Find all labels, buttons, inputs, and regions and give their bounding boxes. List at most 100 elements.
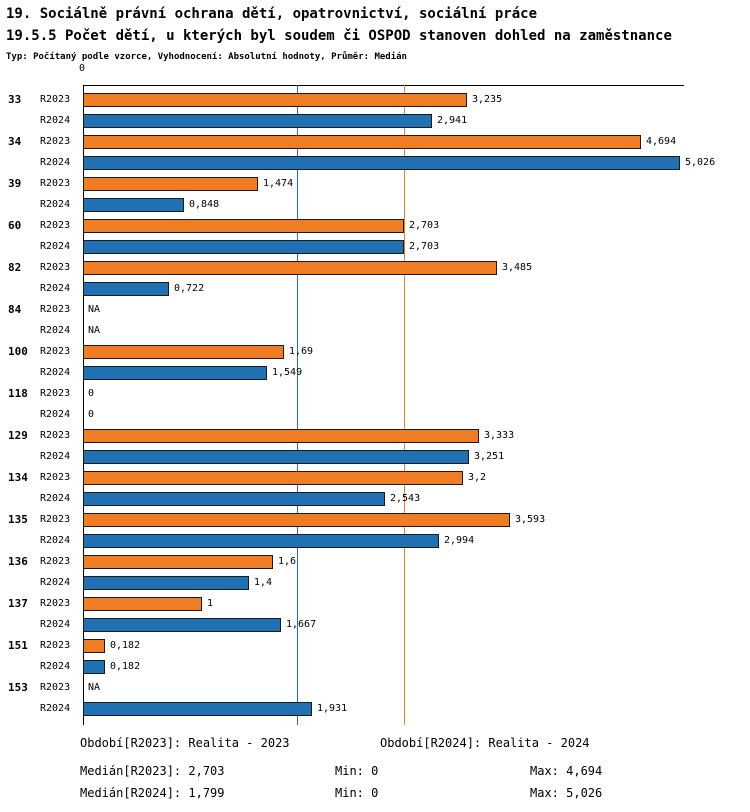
series-label: R2023 bbox=[40, 178, 71, 189]
footer-period-r2024: Období[R2024]: Realita - 2024 bbox=[380, 736, 590, 750]
series-label: R2024 bbox=[40, 535, 71, 546]
bar-r2023 bbox=[83, 429, 479, 443]
footer-period-r2023: Období[R2023]: Realita - 2023 bbox=[80, 736, 290, 750]
bar-r2024 bbox=[83, 198, 184, 212]
value-label: 1,4 bbox=[254, 577, 273, 588]
series-label: R2023 bbox=[40, 346, 71, 357]
bar-r2023 bbox=[83, 513, 510, 527]
y-axis-line bbox=[83, 85, 84, 725]
series-label: R2024 bbox=[40, 703, 71, 714]
group-label: 60 bbox=[8, 219, 22, 232]
series-label: R2023 bbox=[40, 556, 71, 567]
group-label: 33 bbox=[8, 93, 22, 106]
series-label: R2023 bbox=[40, 514, 71, 525]
bar-r2023 bbox=[83, 135, 641, 149]
plot-area: 33 R2023 3,235 R2024 2,941 34 R2023 4,694 R2024 5… bbox=[0, 85, 750, 730]
series-label: R2023 bbox=[40, 220, 71, 231]
report-title-line2: 19.5.5 Počet dětí, u kterých byl soudem … bbox=[6, 28, 672, 44]
x-axis-line bbox=[83, 85, 684, 86]
group-label: 136 bbox=[8, 555, 28, 568]
series-label: R2024 bbox=[40, 661, 71, 672]
value-label: 1 bbox=[207, 598, 214, 609]
bar-r2024 bbox=[83, 366, 267, 380]
bar-r2023 bbox=[83, 555, 273, 569]
value-label: 3,2 bbox=[468, 472, 487, 483]
group-label: 84 bbox=[8, 303, 22, 316]
footer-median-r2023: Medián[R2023]: 2,703 bbox=[80, 764, 225, 778]
median-line-r2023 bbox=[404, 85, 405, 725]
bar-r2023 bbox=[83, 471, 463, 485]
value-label: 2,703 bbox=[409, 241, 440, 252]
bar-r2023 bbox=[83, 345, 284, 359]
value-label: 2,543 bbox=[390, 493, 421, 504]
group-label: 34 bbox=[8, 135, 22, 148]
report-subtitle: Typ: Počítaný podle vzorce, Vyhodnocení:… bbox=[6, 52, 407, 62]
series-label: R2024 bbox=[40, 157, 71, 168]
footer-max-r2023: Max: 4,694 bbox=[530, 764, 603, 778]
series-label: R2023 bbox=[40, 304, 71, 315]
group-label: 137 bbox=[8, 597, 28, 610]
footer-max-r2024: Max: 5,026 bbox=[530, 786, 603, 800]
series-label: R2023 bbox=[40, 472, 71, 483]
bar-r2024 bbox=[83, 240, 404, 254]
series-label: R2024 bbox=[40, 577, 71, 588]
value-label: 3,593 bbox=[515, 514, 546, 525]
group-label: 153 bbox=[8, 681, 28, 694]
footer-min-r2024: Min: 0 bbox=[335, 786, 379, 800]
series-label: R2023 bbox=[40, 430, 71, 441]
series-label: R2023 bbox=[40, 682, 71, 693]
bar-r2024 bbox=[83, 660, 105, 674]
bar-r2024 bbox=[83, 702, 312, 716]
value-label: 1,6 bbox=[278, 556, 297, 567]
group-label: 151 bbox=[8, 639, 28, 652]
series-label: R2024 bbox=[40, 409, 71, 420]
bar-r2024 bbox=[83, 156, 680, 170]
bar-r2024 bbox=[83, 282, 169, 296]
value-label: 3,251 bbox=[474, 451, 505, 462]
series-label: R2024 bbox=[40, 199, 71, 210]
bar-r2023 bbox=[83, 639, 105, 653]
bar-r2024 bbox=[83, 576, 249, 590]
bar-r2023 bbox=[83, 93, 467, 107]
value-label: 0,182 bbox=[110, 640, 141, 651]
median-line-r2024 bbox=[297, 85, 298, 725]
bar-r2023 bbox=[83, 177, 258, 191]
bar-r2024 bbox=[83, 114, 432, 128]
series-label: R2024 bbox=[40, 367, 71, 378]
value-label: 0 bbox=[88, 409, 95, 420]
value-label: 0 bbox=[88, 388, 95, 399]
bar-r2024 bbox=[83, 618, 281, 632]
value-label: 3,333 bbox=[484, 430, 515, 441]
value-label: 1,549 bbox=[272, 367, 303, 378]
series-label: R2024 bbox=[40, 619, 71, 630]
series-label: R2024 bbox=[40, 241, 71, 252]
value-label: 0,182 bbox=[110, 661, 141, 672]
group-label: 82 bbox=[8, 261, 22, 274]
series-label: R2023 bbox=[40, 136, 71, 147]
bar-r2023 bbox=[83, 219, 404, 233]
group-label: 129 bbox=[8, 429, 28, 442]
bar-r2024 bbox=[83, 534, 439, 548]
group-label: 100 bbox=[8, 345, 28, 358]
value-label: 1,474 bbox=[263, 178, 294, 189]
series-label: R2023 bbox=[40, 598, 71, 609]
series-label: R2024 bbox=[40, 325, 71, 336]
series-label: R2024 bbox=[40, 493, 71, 504]
value-label: 0,722 bbox=[174, 283, 205, 294]
series-label: R2023 bbox=[40, 640, 71, 651]
footer-median-r2024: Medián[R2024]: 1,799 bbox=[80, 786, 225, 800]
footer-min-r2023: Min: 0 bbox=[335, 764, 379, 778]
value-label: NA bbox=[88, 682, 101, 693]
bar-r2024 bbox=[83, 492, 385, 506]
value-label: NA bbox=[88, 325, 101, 336]
group-label: 134 bbox=[8, 471, 28, 484]
series-label: R2023 bbox=[40, 388, 71, 399]
report-title-line1: 19. Sociálně právní ochrana dětí, opatro… bbox=[6, 6, 538, 22]
series-label: R2024 bbox=[40, 115, 71, 126]
value-label: 1,931 bbox=[317, 703, 348, 714]
series-label: R2024 bbox=[40, 451, 71, 462]
value-label: 3,235 bbox=[472, 94, 503, 105]
value-label: 5,026 bbox=[685, 157, 716, 168]
value-label: 2,941 bbox=[437, 115, 468, 126]
